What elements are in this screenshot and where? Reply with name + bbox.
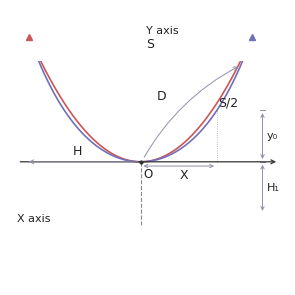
Text: y₀: y₀ (267, 131, 278, 141)
Text: O: O (144, 168, 153, 181)
Text: H: H (73, 145, 82, 158)
Text: X: X (180, 169, 189, 182)
Text: Y axis: Y axis (146, 26, 178, 36)
Text: H₁: H₁ (267, 183, 280, 193)
Text: D: D (157, 90, 166, 103)
Text: S/2: S/2 (218, 97, 238, 110)
Text: X axis: X axis (17, 214, 51, 224)
Text: S: S (146, 38, 154, 51)
